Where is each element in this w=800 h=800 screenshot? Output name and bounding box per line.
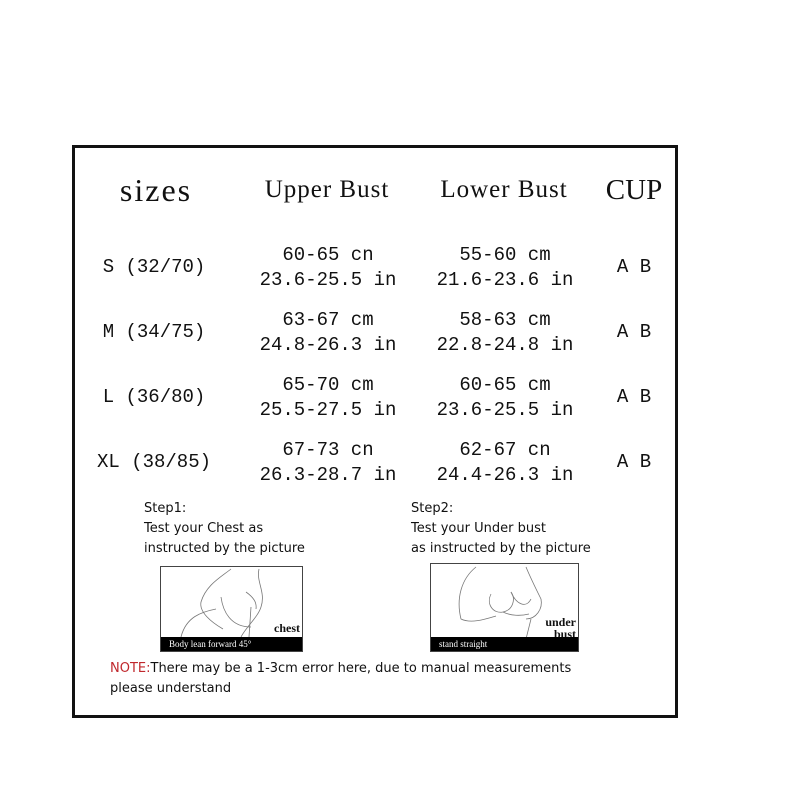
cup-value: A B bbox=[616, 256, 652, 278]
size-label: M (34/75) bbox=[102, 321, 206, 343]
step2-line2: as instructed by the picture bbox=[411, 541, 591, 556]
size-label: XL (38/85) bbox=[96, 451, 212, 473]
upper-bust-in: 25.5-27.5 in bbox=[259, 399, 397, 421]
note-line2: please understand bbox=[110, 681, 232, 696]
step2-title: Step2: bbox=[411, 501, 454, 516]
lower-bust-cell: 58-63 cm 22.8-24.8 in bbox=[437, 308, 574, 358]
lower-bust-in: 21.6-23.6 in bbox=[436, 269, 574, 291]
chest-measure-illustration: chest Body lean forward 45° bbox=[160, 566, 303, 652]
step1-line1: Test your Chest as bbox=[144, 521, 264, 536]
lower-bust-cm: 55-60 cm bbox=[459, 244, 551, 266]
underbust-caption: stand straight bbox=[431, 637, 578, 651]
lower-bust-in: 24.4-26.3 in bbox=[436, 464, 574, 486]
note-prefix: NOTE: bbox=[110, 661, 151, 676]
lower-bust-cell: 55-60 cm 21.6-23.6 in bbox=[437, 243, 574, 293]
upper-bust-in: 26.3-28.7 in bbox=[259, 464, 397, 486]
lower-bust-cell: 62-67 cn 24.4-26.3 in bbox=[437, 438, 574, 488]
size-label: L (36/80) bbox=[102, 386, 206, 408]
upper-bust-in: 24.8-26.3 in bbox=[259, 334, 397, 356]
upper-bust-cm: 67-73 cn bbox=[282, 439, 374, 461]
size-chart-frame bbox=[72, 145, 678, 718]
step1-line2: instructed by the picture bbox=[144, 541, 305, 556]
header-upper-bust: Upper Bust bbox=[264, 176, 390, 203]
upper-bust-in: 23.6-25.5 in bbox=[259, 269, 397, 291]
cup-value: A B bbox=[616, 321, 652, 343]
lower-bust-cm: 62-67 cn bbox=[459, 439, 551, 461]
upper-bust-cell: 65-70 cm 25.5-27.5 in bbox=[260, 373, 397, 423]
chest-label: chest bbox=[274, 621, 300, 635]
underbust-label-line1: under bbox=[545, 615, 576, 629]
step1-text: Step1: Test your Chest as instructed by … bbox=[144, 499, 305, 559]
underbust-measure-illustration: under bust stand straight bbox=[430, 563, 579, 652]
upper-bust-cell: 63-67 cm 24.8-26.3 in bbox=[260, 308, 397, 358]
lower-bust-in: 23.6-25.5 in bbox=[436, 399, 574, 421]
upper-bust-cell: 67-73 cn 26.3-28.7 in bbox=[260, 438, 397, 488]
cup-value: A B bbox=[616, 386, 652, 408]
step1-title: Step1: bbox=[144, 501, 187, 516]
upper-bust-cm: 65-70 cm bbox=[282, 374, 374, 396]
header-sizes: sizes bbox=[119, 172, 193, 208]
size-label: S (32/70) bbox=[102, 256, 206, 278]
lower-bust-cm: 58-63 cm bbox=[459, 309, 551, 331]
upper-bust-cm: 60-65 cn bbox=[282, 244, 374, 266]
upper-bust-cell: 60-65 cn 23.6-25.5 in bbox=[260, 243, 397, 293]
chest-caption: Body lean forward 45° bbox=[161, 637, 302, 651]
figure-lean-forward-icon bbox=[180, 568, 263, 638]
step2-text: Step2: Test your Under bust as instructe… bbox=[411, 499, 591, 559]
upper-bust-cm: 63-67 cm bbox=[282, 309, 374, 331]
step2-line1: Test your Under bust bbox=[411, 521, 546, 536]
note-text: There may be a 1-3cm error here, due to … bbox=[150, 661, 572, 676]
lower-bust-cell: 60-65 cm 23.6-25.5 in bbox=[437, 373, 574, 423]
figure-standing-icon bbox=[458, 566, 542, 640]
note: NOTE:There may be a 1-3cm error here, du… bbox=[110, 659, 571, 699]
header-cup: CUP bbox=[605, 174, 663, 206]
header-lower-bust: Lower Bust bbox=[440, 176, 568, 203]
lower-bust-cm: 60-65 cm bbox=[459, 374, 551, 396]
cup-value: A B bbox=[616, 451, 652, 473]
lower-bust-in: 22.8-24.8 in bbox=[436, 334, 574, 356]
